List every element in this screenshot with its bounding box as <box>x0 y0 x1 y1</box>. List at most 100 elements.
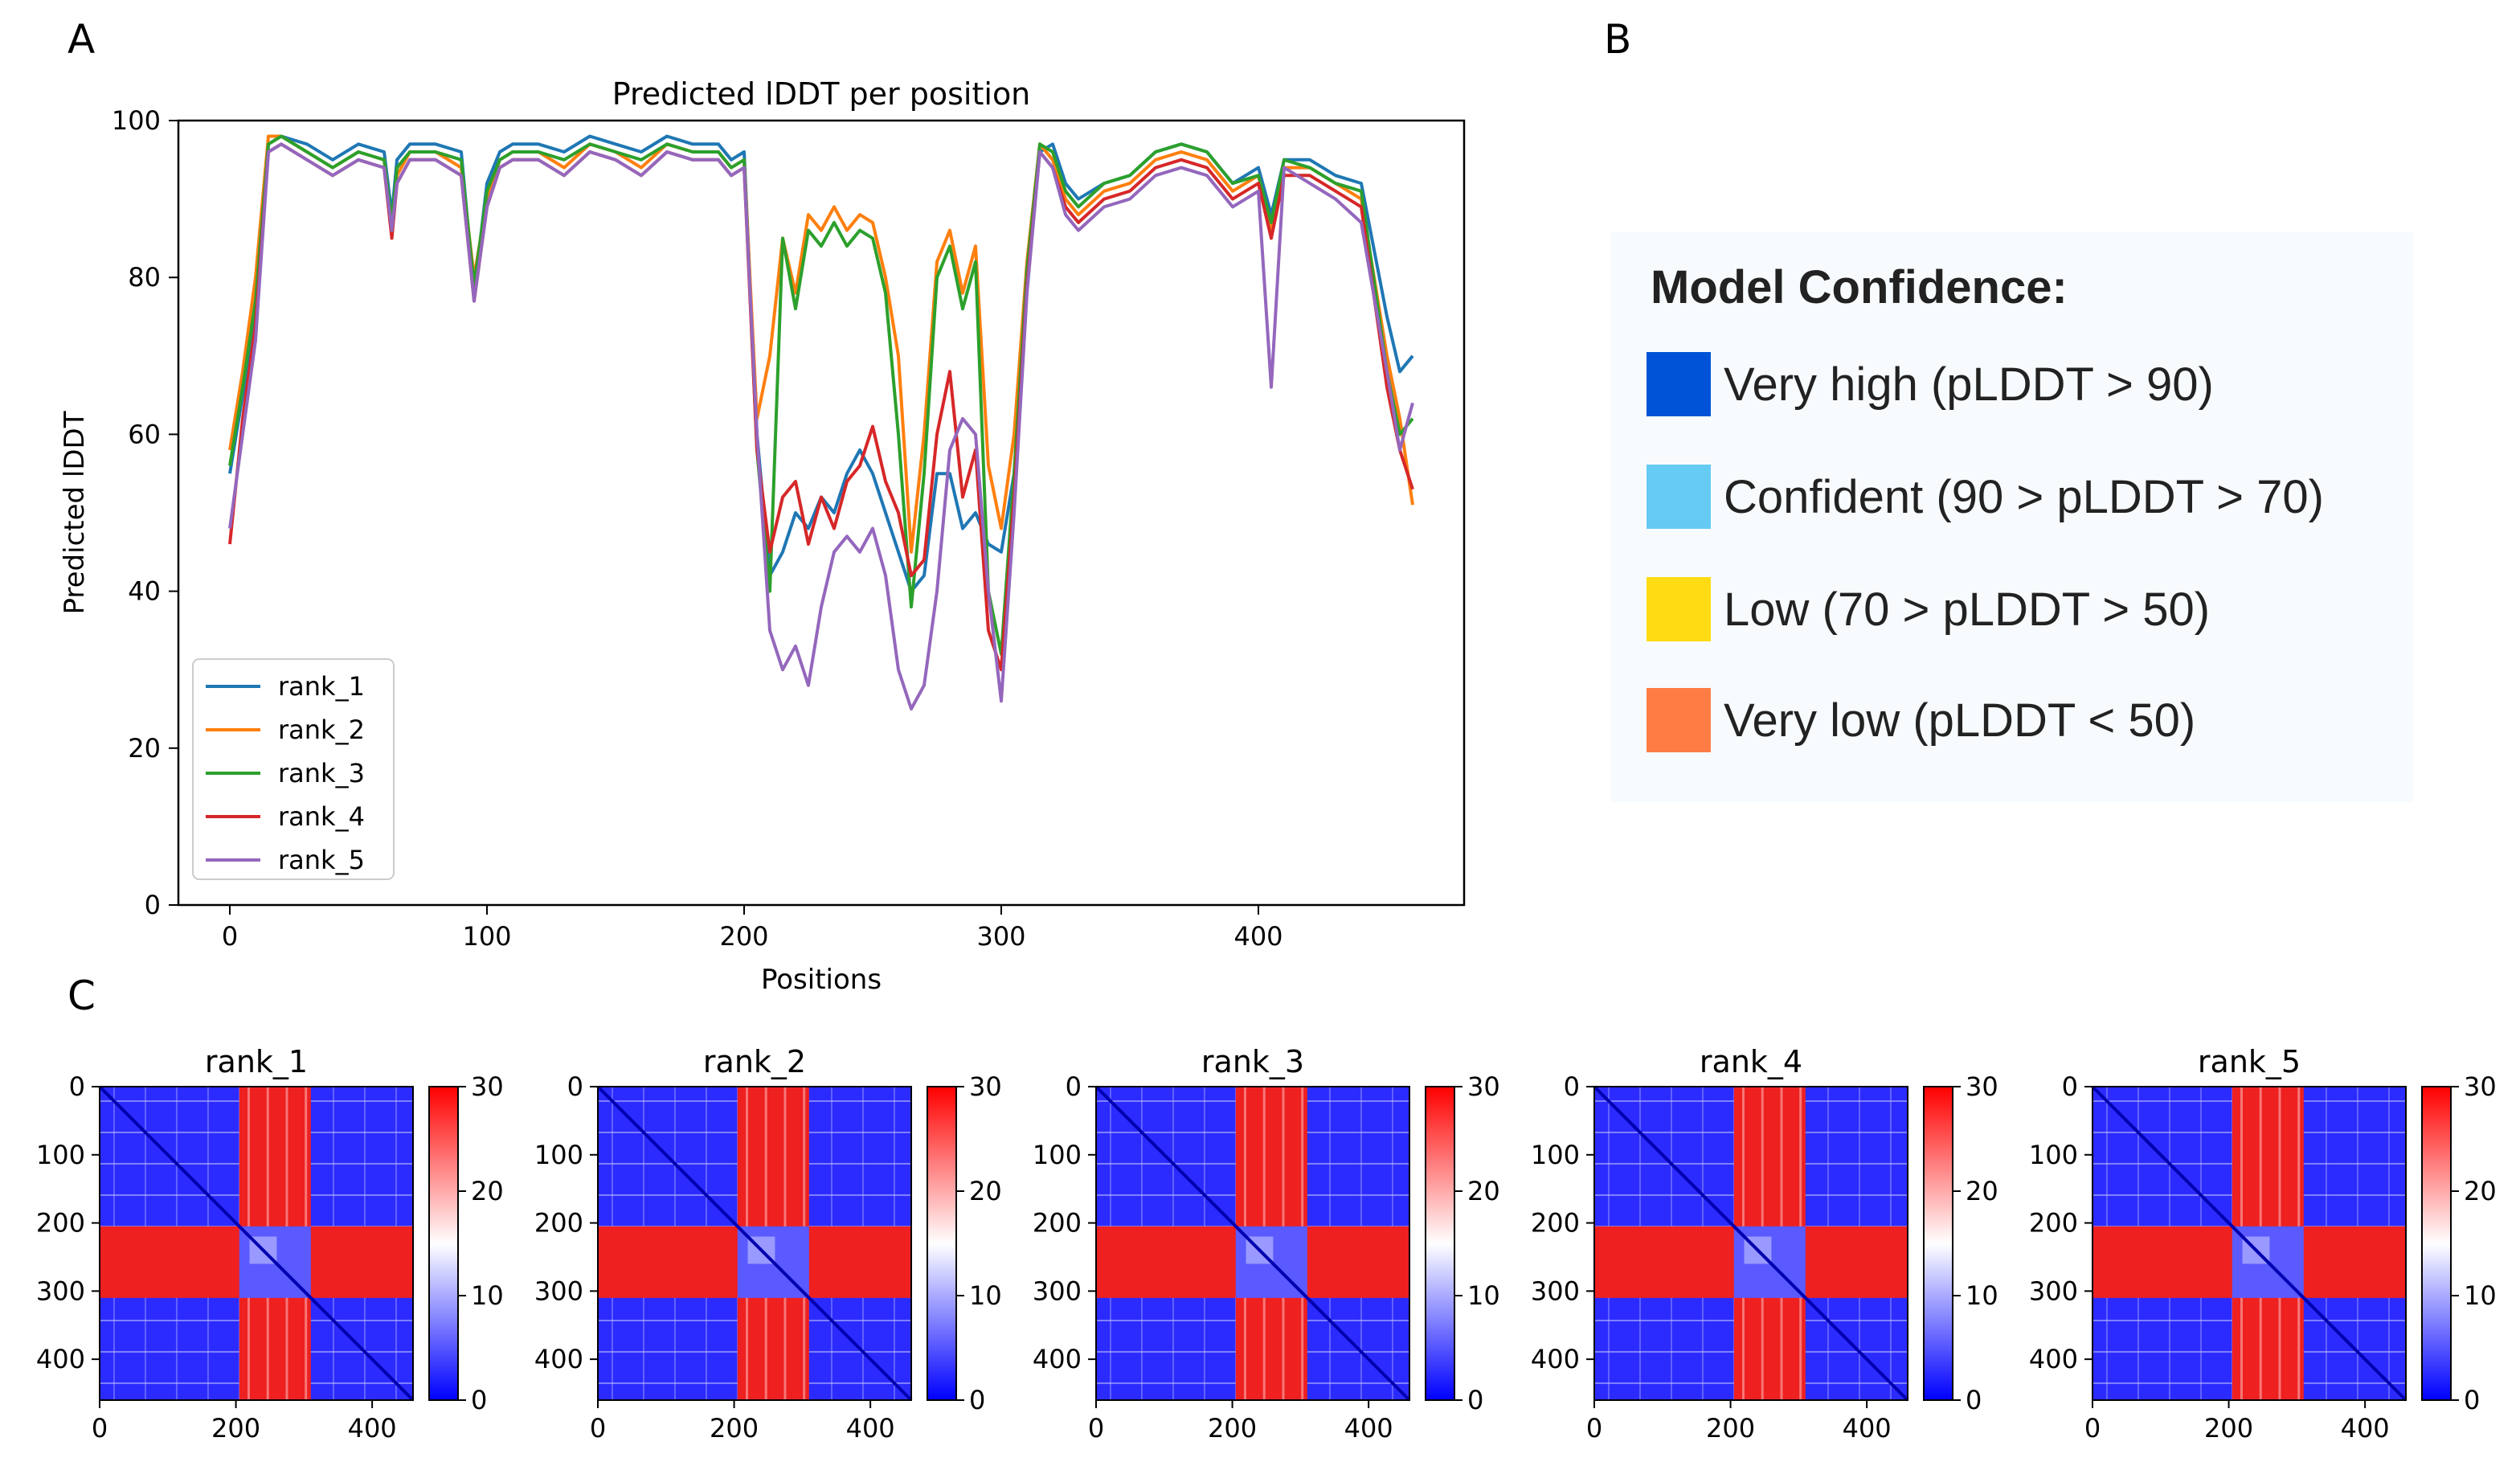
confidence-label-confident: Confident (90 > pLDDT > 70) <box>1724 470 2324 523</box>
heatmap-y-tick-label: 0 <box>1564 1071 1580 1102</box>
confidence-row-low: Low (70 > pLDDT > 50) <box>1647 577 2210 641</box>
heatmap-frame <box>2092 1086 2407 1401</box>
confidence-label-very-low: Very low (pLDDT < 50) <box>1724 694 2196 747</box>
series-line-rank_4 <box>228 142 1414 672</box>
heatmap-x-tick-label: 400 <box>1344 1413 1393 1444</box>
heatmap-frame <box>99 1086 414 1401</box>
x-tick-label: 400 <box>1233 921 1282 952</box>
confidence-swatch-very-low <box>1647 688 1711 752</box>
colorbar-tick-label: 20 <box>969 1176 1002 1206</box>
heatmap-rank_4: rank_4 0 200 400 0 100 200 300 400 0 10 20 30 <box>1531 1044 1998 1444</box>
panel-label-b: B <box>1604 16 1631 63</box>
line-chart-series <box>228 134 1414 711</box>
y-tick-label: 0 <box>145 890 161 920</box>
x-tick-label: 100 <box>462 921 511 952</box>
colorbar-tick-label: 30 <box>1467 1071 1500 1102</box>
line-chart-ylabel: Predicted lDDT <box>59 411 91 614</box>
heatmap-y-tick-label: 0 <box>1066 1071 1082 1102</box>
heatmap-x-tick-label: 200 <box>710 1413 759 1444</box>
heatmap-y-tick-label: 0 <box>567 1071 583 1102</box>
heatmap-title-rank_2: rank_2 <box>703 1044 806 1079</box>
colorbar-tick-label: 0 <box>1467 1385 1483 1415</box>
colorbar <box>2421 1086 2452 1401</box>
confidence-swatch-very-high <box>1647 352 1711 416</box>
panel-label-a: A <box>68 16 95 63</box>
line-chart-frame <box>177 119 1466 907</box>
colorbar <box>1425 1086 1455 1401</box>
line-chart-ticks: 0 100 200 300 400 0 20 40 60 80 100 <box>112 105 1283 952</box>
heatmap-x-tick-label: 200 <box>1208 1413 1257 1444</box>
y-tick-label: 60 <box>128 419 161 449</box>
heatmap-x-tick-label: 400 <box>846 1413 895 1444</box>
colorbar-tick-label: 30 <box>969 1071 1002 1102</box>
heatmap-x-tick-label: 0 <box>92 1413 108 1444</box>
heatmap-y-tick-label: 400 <box>534 1344 583 1374</box>
confidence-row-confident: Confident (90 > pLDDT > 70) <box>1647 465 2324 529</box>
line-chart-legend: rank_1 rank_2 rank_3 rank_4 rank_5 <box>192 658 395 880</box>
heatmap-x-tick-label: 400 <box>348 1413 397 1444</box>
heatmap-y-tick-label: 400 <box>2029 1344 2078 1374</box>
heatmap-y-tick-label: 200 <box>1531 1208 1580 1239</box>
heatmap-diagonal <box>1593 1085 1909 1402</box>
heatmap-x-tick-label: 0 <box>1586 1413 1602 1444</box>
heatmap-title-rank_1: rank_1 <box>205 1044 308 1079</box>
colorbar-tick-label: 0 <box>2464 1385 2480 1415</box>
colorbar-tick-label: 20 <box>2464 1176 2497 1206</box>
legend-label-rank_3: rank_3 <box>278 758 365 788</box>
colorbar-tick-label: 10 <box>2464 1280 2497 1311</box>
y-tick-label: 40 <box>128 576 161 607</box>
heatmap-x-tick-label: 200 <box>1706 1413 1755 1444</box>
colorbar-tick-label: 10 <box>471 1280 504 1311</box>
legend-label-rank_2: rank_2 <box>278 715 365 745</box>
heatmap-title-rank_5: rank_5 <box>2198 1044 2301 1079</box>
confidence-legend-panel: Model Confidence: Very high (pLDDT > 90)… <box>1610 231 2414 802</box>
pae-heatmaps: rank_10 200 40001002003004000102030rank_20… <box>36 1044 2497 1444</box>
confidence-label-low: Low (70 > pLDDT > 50) <box>1724 583 2211 636</box>
heatmap-y-tick-label: 100 <box>2029 1140 2078 1170</box>
heatmap-y-tick-label: 300 <box>534 1276 583 1306</box>
heatmap-y-tick-label: 0 <box>69 1071 85 1102</box>
heatmap-y-tick-label: 200 <box>534 1208 583 1239</box>
y-tick-label: 80 <box>128 262 161 293</box>
colorbar-tick-label: 30 <box>2464 1071 2497 1102</box>
colorbar <box>927 1086 957 1401</box>
series-line-rank_3 <box>228 134 1414 656</box>
line-chart-xlabel: Positions <box>761 964 882 996</box>
colorbar <box>1923 1086 1953 1401</box>
heatmap-frame <box>597 1086 912 1401</box>
heatmap-y-tick-label: 200 <box>1033 1208 1082 1239</box>
x-tick-label: 200 <box>719 921 768 952</box>
confidence-swatch-low <box>1647 577 1711 641</box>
heatmap-x-tick-label: 0 <box>1088 1413 1104 1444</box>
colorbar-tick-label: 10 <box>1966 1280 1998 1311</box>
heatmap-y-tick-label: 100 <box>36 1140 85 1170</box>
heatmap-frame <box>1593 1086 1908 1401</box>
heatmap-title-rank_3: rank_3 <box>1201 1044 1304 1079</box>
confidence-row-very-low: Very low (pLDDT < 50) <box>1647 688 2195 752</box>
heatmap-y-tick-label: 300 <box>36 1276 85 1306</box>
y-tick-label: 20 <box>128 733 161 764</box>
panel-label-c: C <box>68 973 96 1019</box>
confidence-row-very-high: Very high (pLDDT > 90) <box>1647 352 2214 416</box>
colorbar-tick-label: 10 <box>969 1280 1002 1311</box>
colorbar-tick-label: 0 <box>471 1385 487 1415</box>
x-tick-label: 300 <box>976 921 1025 952</box>
heatmap-diagonal <box>98 1085 415 1402</box>
legend-label-rank_5: rank_5 <box>278 845 365 875</box>
heatmap-y-tick-label: 200 <box>36 1208 85 1239</box>
heatmap-frame <box>1095 1086 1410 1401</box>
heatmap-rank_3: rank_3 0 200 400 0 100 200 300 400 0 10 20 30 <box>1033 1044 1500 1444</box>
legend-box <box>192 658 395 880</box>
heatmap-x-tick-label: 0 <box>2084 1413 2101 1444</box>
heatmap-y-tick-label: 400 <box>36 1344 85 1374</box>
legend-label-rank_4: rank_4 <box>278 801 365 832</box>
line-chart: Predicted lDDT per position Positions Pr… <box>59 76 1466 996</box>
heatmap-x-tick-label: 400 <box>1843 1413 1892 1444</box>
heatmap-rank_5: rank_5 0 200 400 0 100 200 300 400 0 10 20 30 <box>2029 1044 2497 1444</box>
heatmap-x-tick-label: 0 <box>590 1413 606 1444</box>
series-line-rank_5 <box>228 142 1414 711</box>
confidence-legend-title: Model Confidence: <box>1651 261 2068 313</box>
colorbar-tick-label: 0 <box>1966 1385 1982 1415</box>
colorbar-tick-label: 30 <box>1966 1071 1998 1102</box>
